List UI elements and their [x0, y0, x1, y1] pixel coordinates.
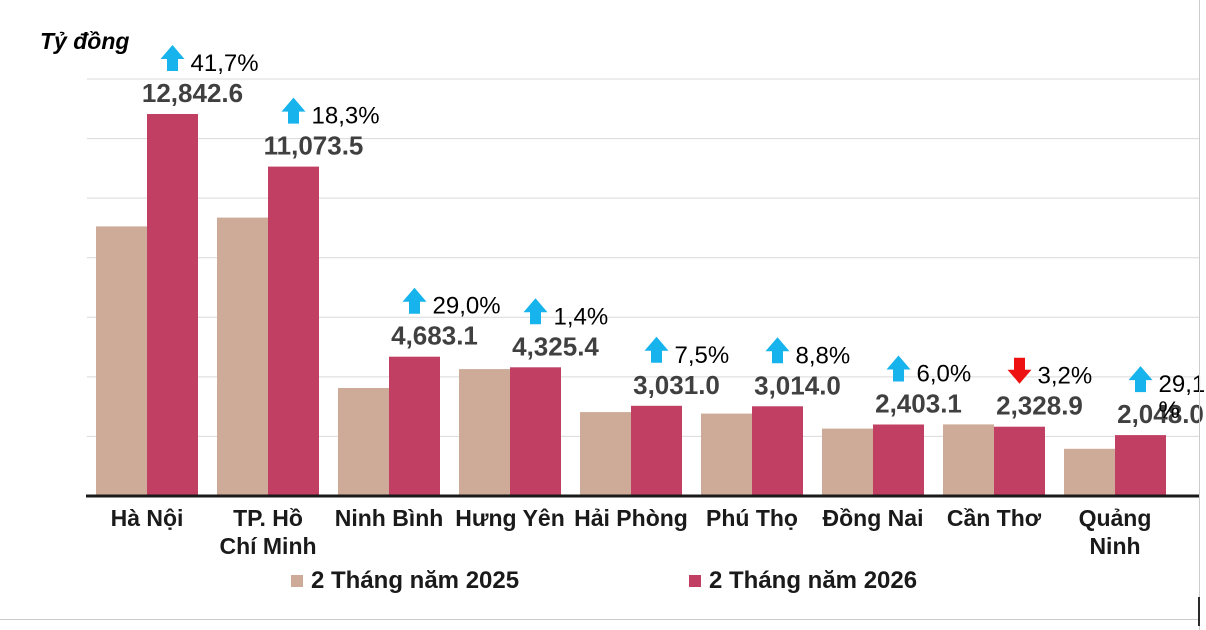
svg-text:3,2%: 3,2% — [1038, 363, 1093, 390]
svg-text:6,0%: 6,0% — [917, 361, 972, 388]
svg-text:41,7%: 41,7% — [191, 50, 259, 77]
svg-text:TP. Hồ: TP. Hồ — [233, 505, 303, 531]
svg-text:1,4%: 1,4% — [554, 303, 609, 330]
svg-text:8,8%: 8,8% — [796, 342, 851, 369]
svg-text:29,0%: 29,0% — [433, 293, 501, 320]
svg-text:11,073.5: 11,073.5 — [264, 131, 364, 161]
svg-text:Chí Minh: Chí Minh — [219, 533, 316, 559]
svg-text:3,014.0: 3,014.0 — [754, 370, 841, 400]
svg-text:Cần Thơ: Cần Thơ — [947, 505, 1042, 531]
svg-text:3,031.0: 3,031.0 — [633, 370, 720, 400]
svg-text:12,842.6: 12,842.6 — [142, 78, 243, 108]
svg-text:Đồng Nai: Đồng Nai — [823, 505, 924, 531]
svg-text:Hưng Yên: Hưng Yên — [455, 505, 565, 531]
svg-text:Hải Phòng: Hải Phòng — [574, 505, 688, 531]
svg-text:Ninh Bình: Ninh Bình — [335, 505, 444, 531]
svg-text:Phú Thọ: Phú Thọ — [706, 505, 798, 531]
svg-text:Ninh: Ninh — [1089, 533, 1140, 559]
svg-text:18,3%: 18,3% — [312, 103, 380, 130]
svg-text:Hà Nội: Hà Nội — [111, 505, 184, 531]
svg-text:7,5%: 7,5% — [675, 342, 730, 369]
svg-text:2,328.9: 2,328.9 — [996, 391, 1083, 421]
svg-text:2,403.1: 2,403.1 — [875, 389, 962, 419]
svg-text:Quảng: Quảng — [1079, 505, 1152, 531]
svg-text:4,325.4: 4,325.4 — [512, 331, 599, 361]
svg-text:%: % — [1159, 397, 1180, 424]
svg-text:4,683.1: 4,683.1 — [391, 321, 478, 351]
